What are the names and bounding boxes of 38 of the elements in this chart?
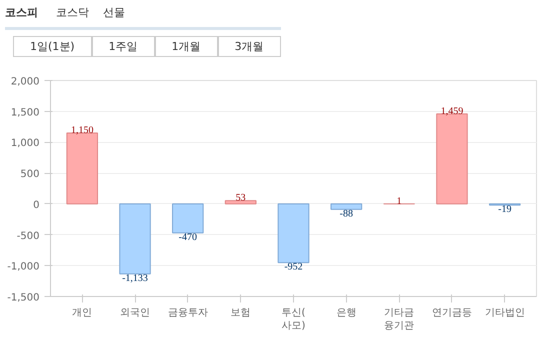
data-label: 53: [236, 192, 246, 204]
x-tick-label: 기타법인: [484, 308, 525, 318]
y-tick-label: -500: [16, 230, 40, 242]
text: 1개월: [154, 36, 218, 58]
data-label: -88: [340, 208, 354, 220]
data-label: -952: [284, 262, 303, 273]
text: 1주일: [92, 36, 155, 58]
text: 코스피: [5, 6, 38, 19]
x-tick-label: 투신(사모): [282, 308, 306, 332]
data-label: 1,459: [440, 106, 464, 117]
bar: [278, 203, 310, 264]
x-tick-label: 보험: [230, 308, 251, 318]
x-tick-label: 외국인: [120, 308, 150, 318]
bar: [119, 203, 151, 274]
data-label: -1,133: [122, 272, 148, 284]
text: 선물: [103, 6, 125, 19]
text: 코스닥: [56, 6, 89, 19]
x-tick-label: 은행: [336, 308, 356, 318]
x-tick-label: 기타금융기관: [384, 308, 414, 332]
y-tick-label: 0: [33, 200, 40, 211]
data-label: 1,150: [70, 124, 94, 136]
y-tick-label: -1,500: [7, 292, 40, 304]
y-tick-label: -1,000: [7, 262, 40, 273]
text: 3개월: [218, 36, 281, 58]
x-tick-label: 개인: [72, 308, 92, 318]
y-tick-label: 1,500: [10, 107, 40, 118]
x-tick-label: 금융투자: [168, 308, 208, 318]
y-tick-label: 500: [20, 169, 40, 180]
data-label: 1: [396, 196, 402, 207]
data-label: -470: [178, 232, 198, 243]
y-tick-label: 2,000: [10, 76, 40, 88]
y-tick-label: 1,000: [10, 138, 40, 150]
bar: [330, 203, 362, 210]
data-label: -19: [498, 204, 512, 216]
text: 1일(1분): [13, 36, 92, 58]
bar: [224, 200, 256, 204]
x-tick-label: 연기금등: [432, 308, 472, 318]
bar: [172, 203, 204, 234]
